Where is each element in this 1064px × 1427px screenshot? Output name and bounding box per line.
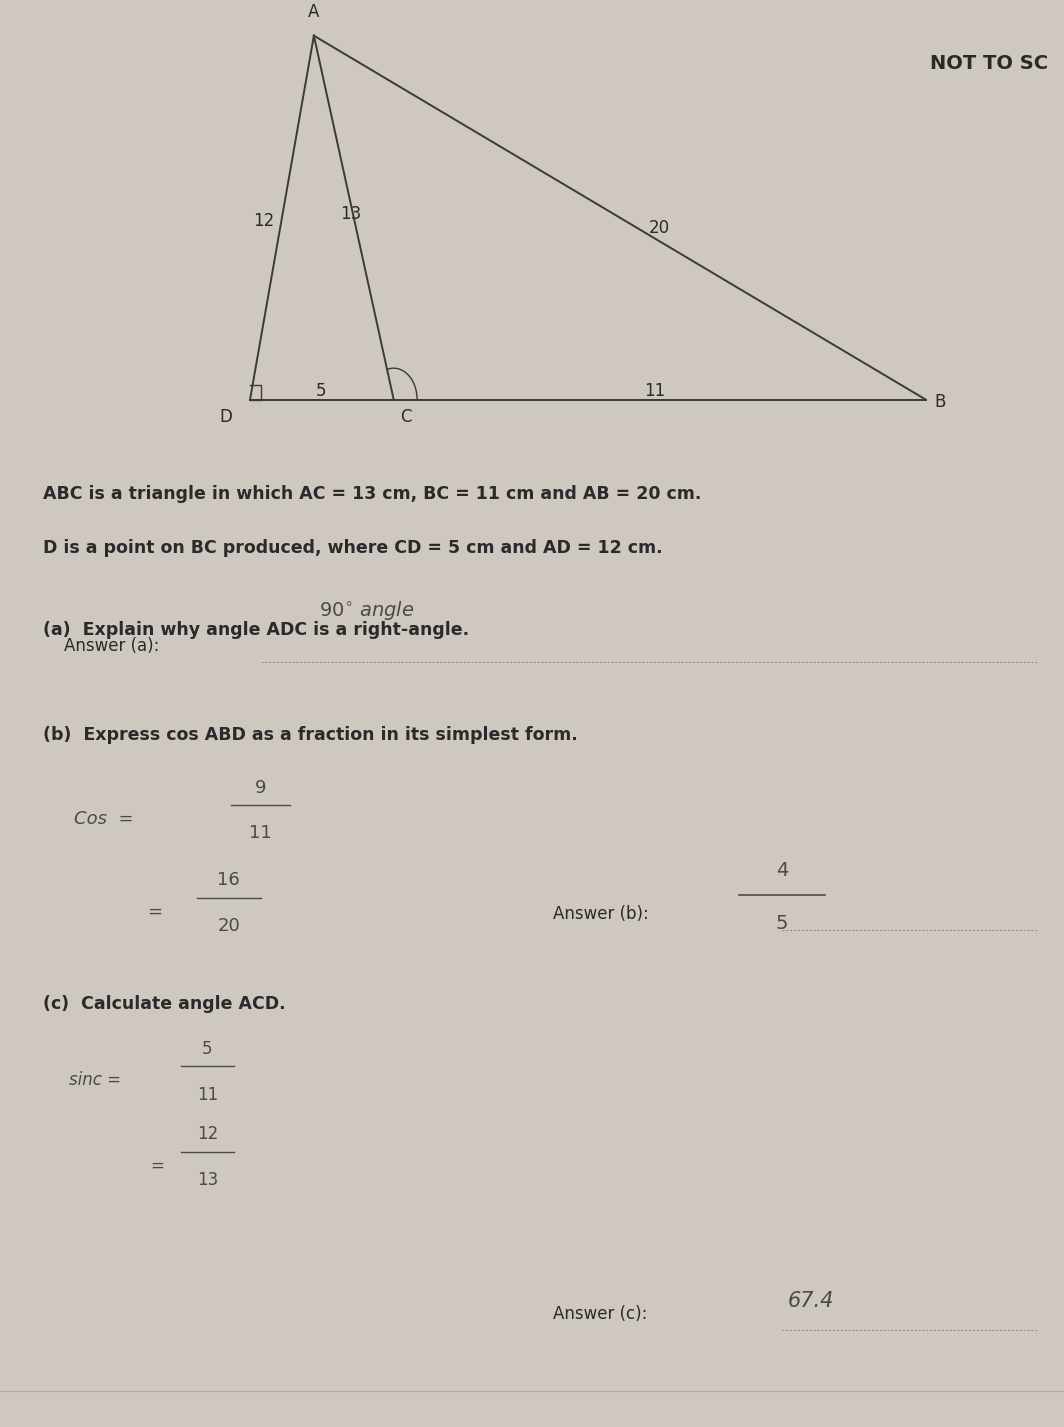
Text: D is a point on BC produced, where CD = 5 cm and AD = 12 cm.: D is a point on BC produced, where CD = … — [43, 539, 662, 558]
Text: C: C — [400, 408, 412, 427]
Text: 5: 5 — [776, 913, 788, 933]
Text: 16: 16 — [217, 872, 240, 889]
Text: 5: 5 — [202, 1040, 213, 1057]
Text: 20: 20 — [649, 220, 670, 237]
Text: 20: 20 — [217, 918, 240, 935]
Text: (a)  Explain why angle ADC is a right-angle.: (a) Explain why angle ADC is a right-ang… — [43, 621, 468, 639]
Text: 9: 9 — [255, 779, 266, 796]
Text: $90^{\circ}$ angle: $90^{\circ}$ angle — [319, 599, 415, 622]
Text: 5: 5 — [316, 382, 327, 400]
Text: sinc =: sinc = — [69, 1072, 121, 1089]
Text: 67.4: 67.4 — [787, 1291, 834, 1311]
Text: D: D — [219, 408, 232, 427]
Text: ABC is a triangle in which AC = 13 cm, BC = 11 cm and AB = 20 cm.: ABC is a triangle in which AC = 13 cm, B… — [43, 485, 701, 504]
Text: 4: 4 — [776, 860, 788, 880]
Text: =: = — [147, 903, 162, 920]
Text: =: = — [150, 1157, 165, 1174]
Text: Answer (c):: Answer (c): — [553, 1304, 648, 1323]
Text: B: B — [934, 394, 946, 411]
Text: 11: 11 — [249, 825, 272, 842]
Text: A: A — [309, 3, 319, 21]
Text: 11: 11 — [644, 382, 665, 400]
Text: 11: 11 — [197, 1086, 218, 1103]
Text: 12: 12 — [253, 213, 275, 230]
Text: (c)  Calculate angle ACD.: (c) Calculate angle ACD. — [43, 995, 285, 1013]
Text: NOT TO SC: NOT TO SC — [930, 54, 1048, 73]
Text: 12: 12 — [197, 1126, 218, 1143]
Text: Answer (b):: Answer (b): — [553, 905, 649, 923]
Text: (b)  Express cos ABD as a fraction in its simplest form.: (b) Express cos ABD as a fraction in its… — [43, 726, 578, 745]
Text: 13: 13 — [340, 205, 362, 223]
Text: Answer (a):: Answer (a): — [64, 636, 160, 655]
Text: 13: 13 — [197, 1172, 218, 1189]
Text: Cos  =: Cos = — [74, 811, 134, 828]
